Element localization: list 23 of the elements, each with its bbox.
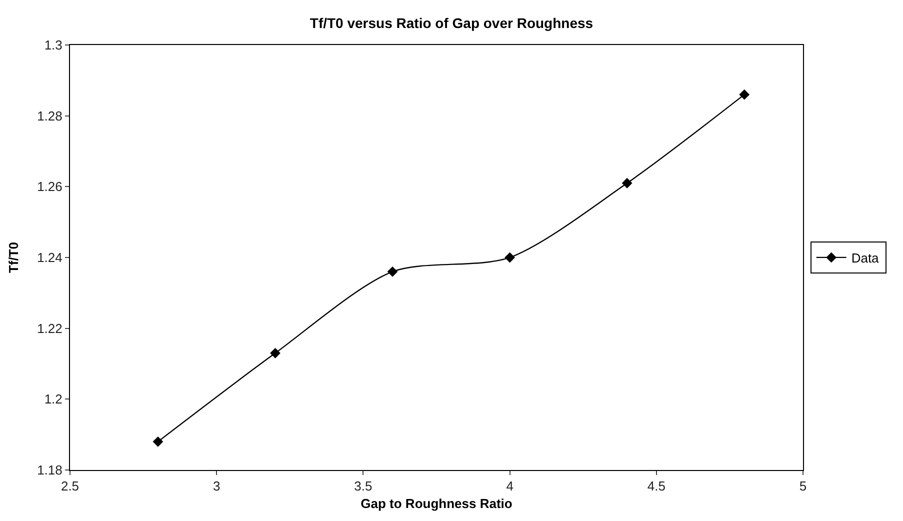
point — [387, 266, 398, 277]
point — [152, 436, 164, 447]
y-tick-label: 1.2 — [44, 392, 62, 407]
y-tick-label: 1.3 — [44, 38, 62, 53]
y-tick-label: 1.24 — [37, 250, 62, 266]
y-tick-label: 1.26 — [37, 179, 62, 194]
x-axis-title: Gap to Roughness Ratio — [360, 496, 512, 512]
point — [622, 178, 632, 188]
point — [504, 252, 515, 263]
point — [739, 89, 750, 100]
x-tick-label: 5 — [799, 478, 807, 494]
x-tick-label: 4 — [506, 478, 514, 494]
y-axis-title: Tf/T0 — [6, 242, 22, 274]
legend-label: Data — [851, 250, 880, 266]
x-tick-label: 3 — [212, 478, 220, 494]
x-tick-label: 2.5 — [60, 478, 80, 494]
point — [270, 348, 280, 358]
y-tick-label: 1.22 — [37, 320, 62, 336]
y-tick-label: 1.18 — [37, 462, 62, 478]
x-tick-label: 3.5 — [354, 478, 372, 494]
x-tick-label: 4.5 — [647, 478, 666, 494]
y-tick-label: 1.28 — [37, 108, 62, 124]
chart-title: Tf/T0 versus Ratio of Gap over Roughness — [310, 15, 594, 32]
